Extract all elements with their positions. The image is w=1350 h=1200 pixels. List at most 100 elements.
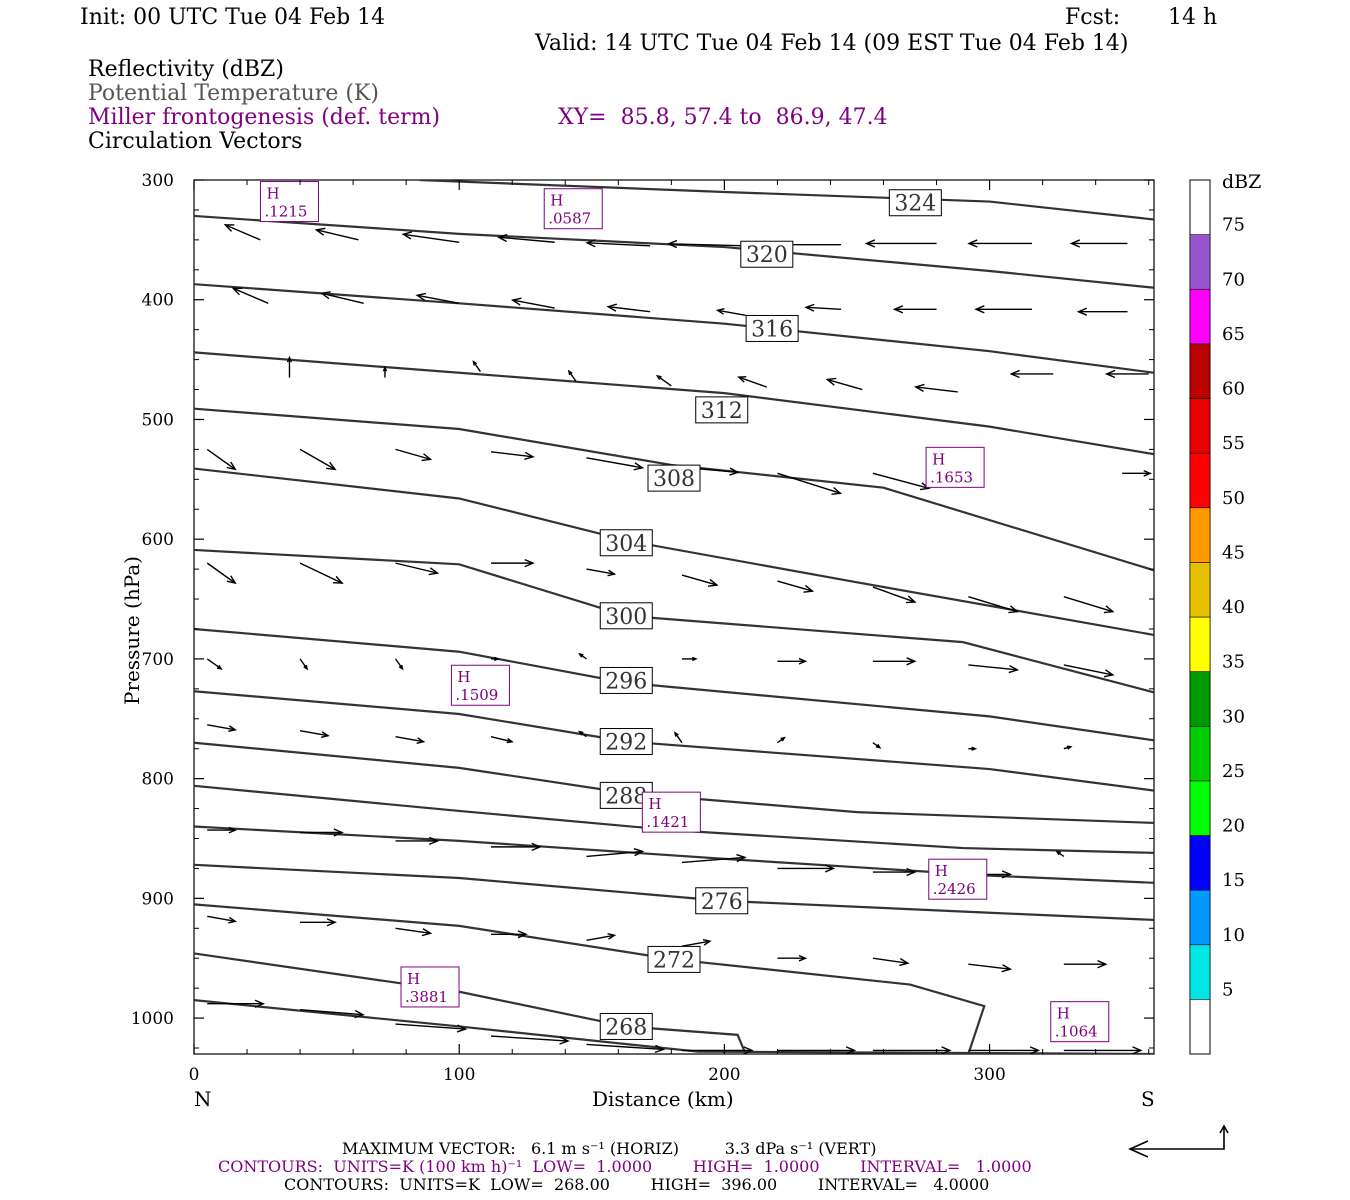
circulation-vector [490,451,535,460]
isentrope-label-text: 316 [751,317,793,342]
colorbar-segment [1189,507,1211,563]
circulation-vector [585,239,651,248]
frontogenesis-max-box [400,966,460,1008]
circulation-vector [1069,239,1128,248]
circulation-vector [207,999,266,1008]
circulation-vector [872,742,882,749]
cross-section-endpoints: XY= 85.8, 57.4 to 86.9, 47.4 [558,105,888,130]
circulation-vector [968,746,978,751]
circulation-vector [872,867,917,877]
circulation-vector [415,292,460,305]
isentrope-label-316: 316 [745,314,799,342]
y-tick-label: 600 [142,530,174,550]
isentrope-label-text: 292 [605,731,647,756]
isentrope-label-308: 308 [647,464,701,492]
y-axis-title: Pressure (hPa) [120,556,144,705]
colorbar-segment [1189,944,1211,1000]
isentrope-label-296: 296 [599,666,653,694]
colorbar-tick-label: 45 [1222,542,1245,563]
circulation-vector [1055,850,1065,858]
isentrope-label-text: 320 [746,243,788,268]
frontogenesis-max-box [259,181,319,223]
colorbar-title: dBZ [1222,171,1261,193]
frontogenesis-max-label: H [550,192,563,210]
circulation-vector [777,1046,857,1054]
frontogenesis-max: H.1064 [1050,1001,1110,1043]
frontogenesis-max-box [450,664,510,706]
colorbar-segment [1189,234,1211,290]
circulation-vector [395,562,440,576]
circulation-vector [1104,369,1149,379]
plot-frame [193,179,1155,1055]
isentrope-324 [419,180,1154,221]
field-circulation-vectors: Circulation Vectors [88,129,303,154]
frontogenesis-max: H.1653 [925,446,985,488]
isentrope-label-276: 276 [695,887,749,915]
isentrope-label-box [888,189,942,217]
circulation-vector [490,1035,570,1045]
circulation-vector [586,848,645,858]
frontogenesis-max: H.1421 [641,791,701,833]
isentrope-label-box [599,602,653,630]
circulation-vector [606,303,651,313]
circulation-vector [299,562,344,584]
frontogenesis-max-box [1050,1001,1110,1043]
isentrope-316 [194,283,1154,374]
circulation-vector [382,365,388,378]
circulation-vector [491,558,535,568]
isentrope-label-box [740,240,794,268]
circulation-vector [681,938,712,947]
circulation-vector [872,957,910,967]
circulation-vector [892,305,937,314]
frontogenesis-max-label: H [932,450,945,468]
circulation-vector [804,303,842,312]
isentrope-label-304: 304 [599,529,653,557]
circulation-vector [777,864,836,873]
isentrope-label-text: 288 [605,784,647,809]
circulation-vector [737,376,768,388]
circulation-vector [673,731,683,744]
circulation-vector [300,1009,365,1019]
frontogenesis-max-box [925,446,985,488]
colorbar-segment [1189,562,1211,618]
frontogenesis-max-value: .1421 [646,813,689,831]
circulation-vector [206,448,237,471]
isentrope-320 [194,214,1154,289]
colorbar-segment [1189,616,1211,672]
colorbar-segment [1189,288,1211,345]
forecast-hour: 14 h [1168,5,1218,30]
x-axis-title: Distance (km) [592,1087,734,1111]
circulation-vector [223,224,261,241]
circulation-vector [510,297,555,309]
circulation-vector [394,658,404,671]
colorbar-tick-label: 50 [1222,488,1245,509]
circulation-vector [300,918,337,927]
circulation-vector [207,724,238,733]
circulation-vector [1063,664,1115,678]
frontogenesis-max: H.1215 [259,181,319,223]
isentrope-label-text: 304 [605,532,647,557]
circulation-vector [777,472,843,495]
axes: 300 400 500 600 700 800 900 1000 0 100 200 300 [131,171,1154,1085]
isentrope-label-box [599,529,653,557]
x-end-north: N [194,1087,212,1111]
colorbar-tick-label: 65 [1222,324,1245,345]
colorbar-tick-label: 20 [1222,816,1245,837]
circulation-vector [567,369,577,382]
circulation-vector [777,657,808,665]
y-tick-label: 700 [142,650,174,670]
circulation-vectors [206,224,1152,1054]
circulation-vector [395,448,433,462]
circulation-vector [968,595,1020,614]
colorbar-tick-label: 70 [1222,269,1245,290]
circulation-vector [681,1046,754,1054]
y-tick-label: 800 [142,770,174,790]
circulation-vector [777,736,786,744]
y-tick-label: 1000 [131,1009,174,1029]
circulation-vector [496,233,555,243]
frontogenesis-max: H.3881 [400,966,460,1008]
circulation-vector [231,287,269,304]
isentrope-label-320: 320 [740,240,794,268]
circulation-vector [300,828,344,837]
isentrope-label-text: 296 [605,669,647,694]
